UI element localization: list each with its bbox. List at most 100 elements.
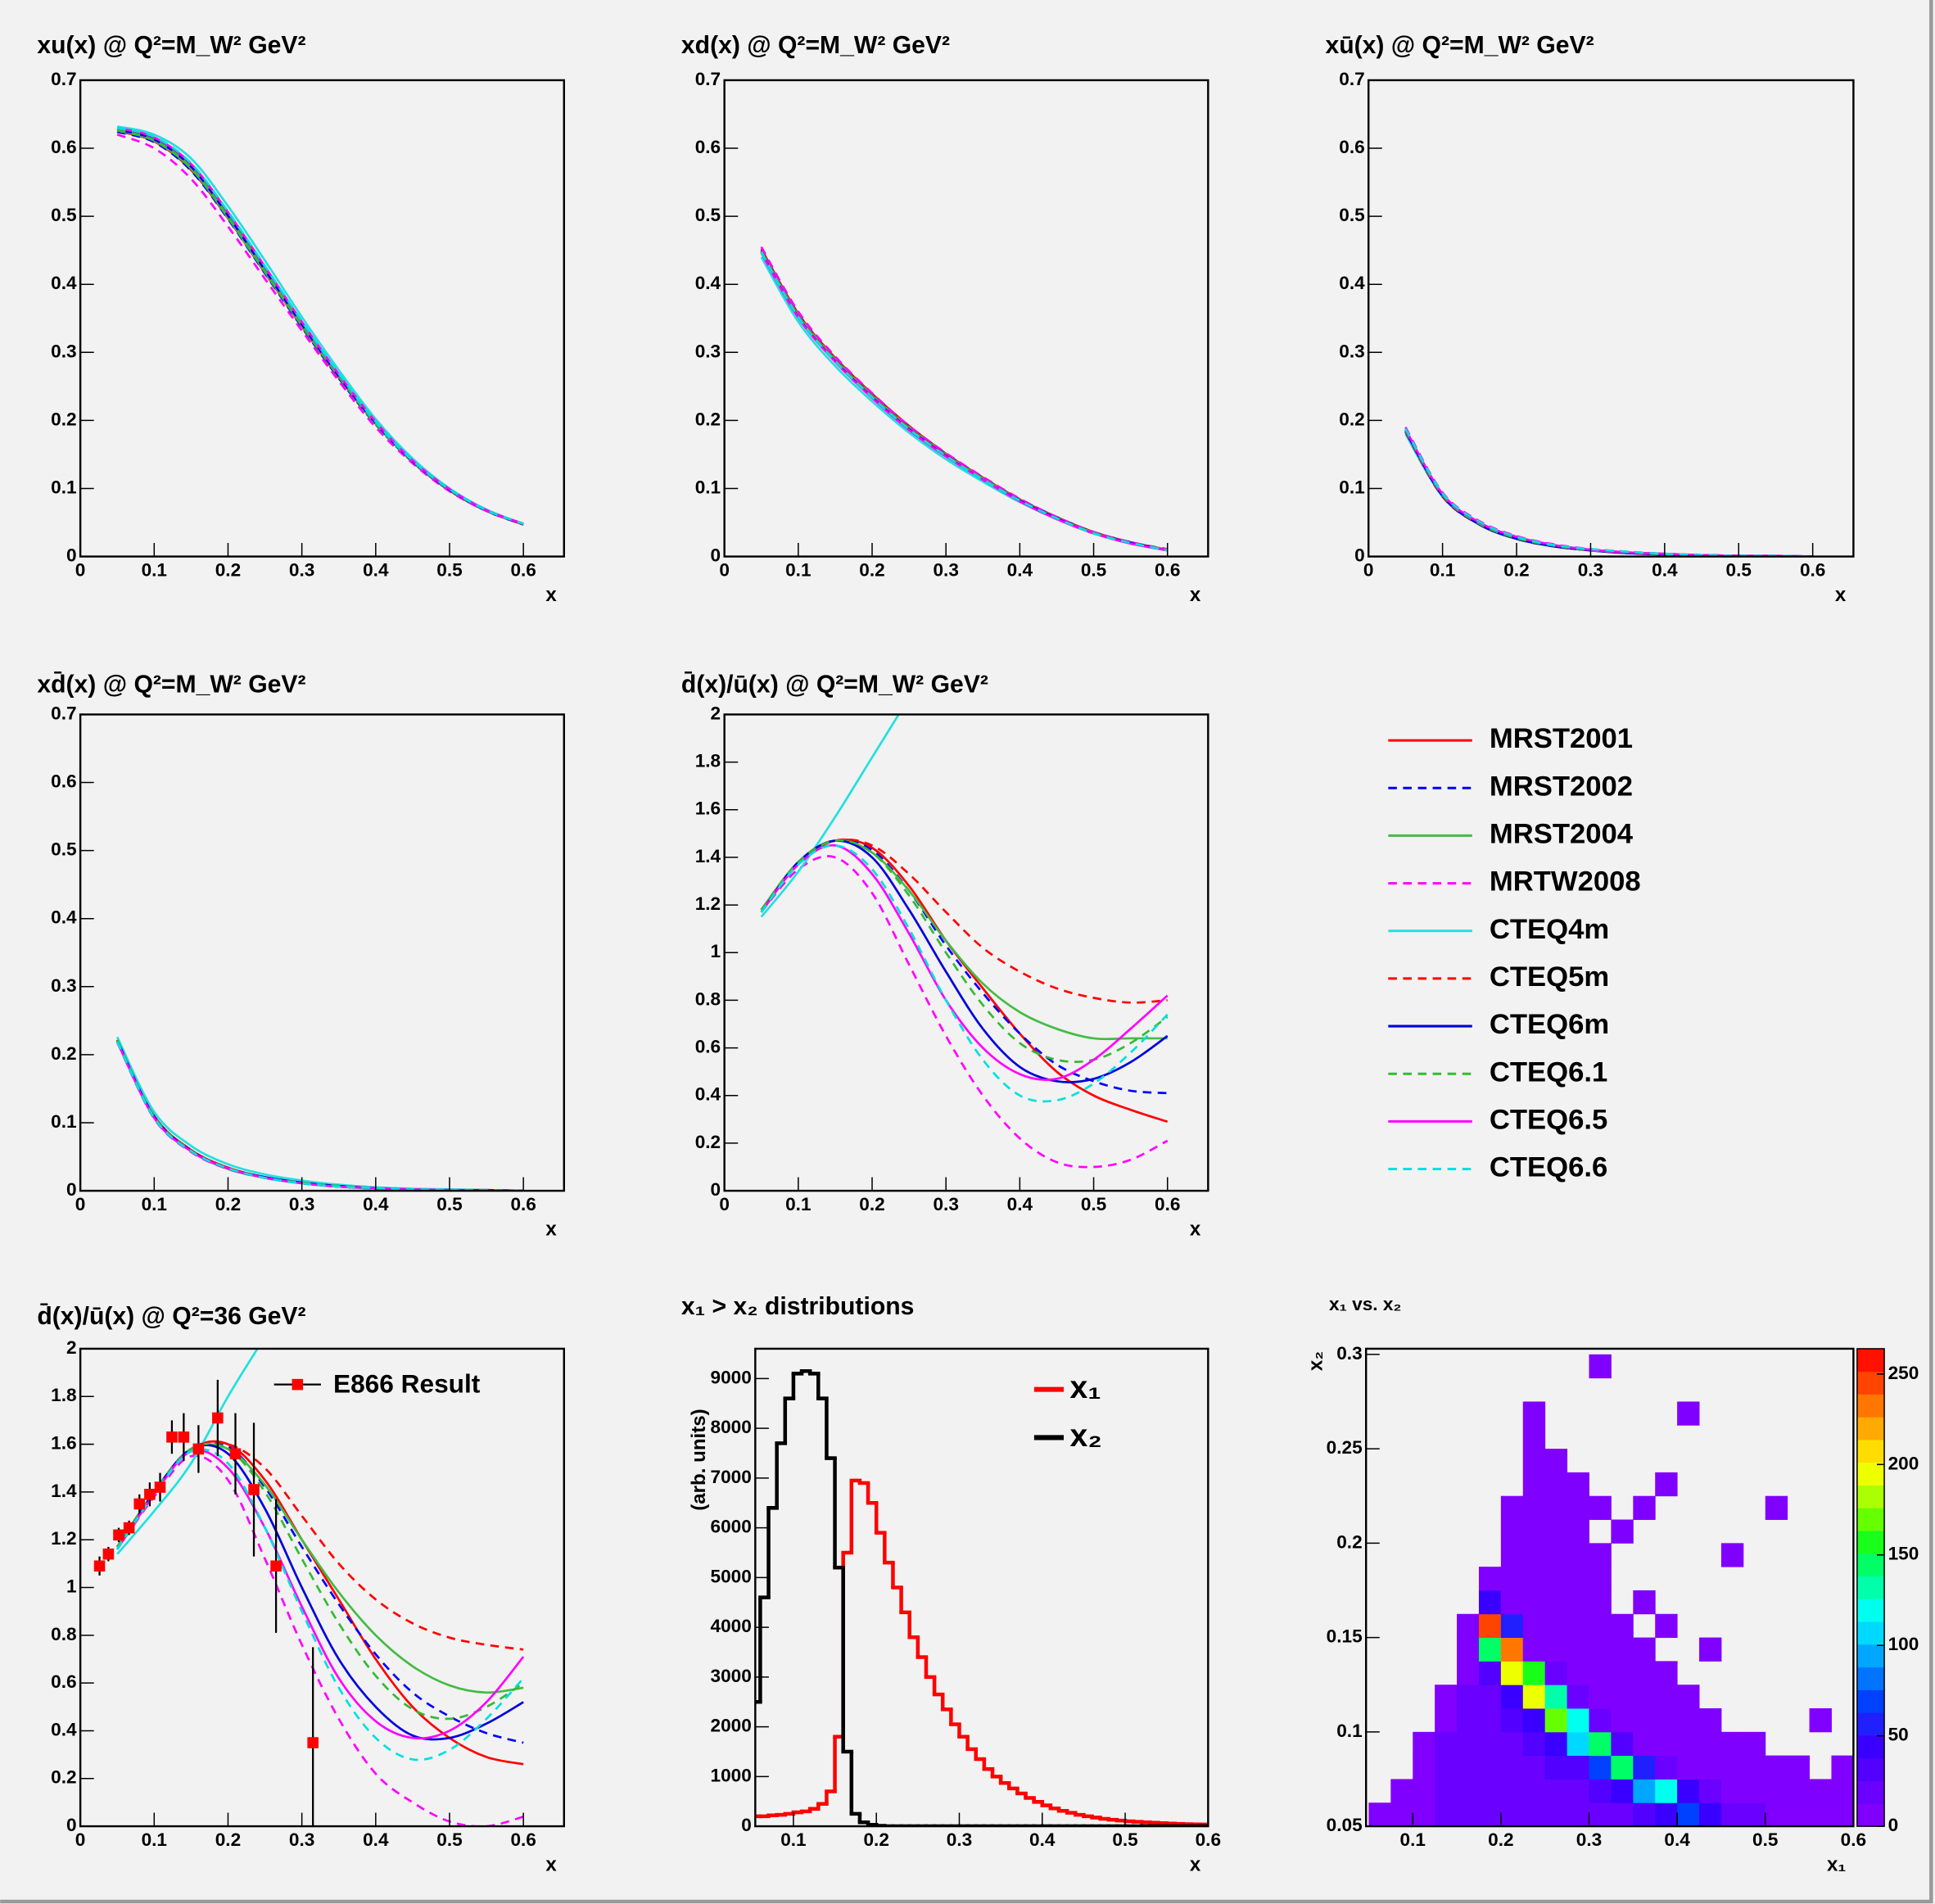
x-tick-label: 0.6: [1800, 560, 1825, 581]
series-line: [116, 1442, 524, 1721]
x-tick-label: 0: [1363, 560, 1374, 581]
x-tick-label: 0.6: [1155, 560, 1180, 581]
heatmap-cell: [1765, 1779, 1788, 1803]
y-tick-label: 0: [66, 1179, 77, 1200]
heatmap-cell: [1500, 1731, 1524, 1757]
heatmap-cell: [1522, 1495, 1546, 1520]
heatmap-cell: [1720, 1543, 1744, 1567]
y-tick-label: 1.2: [51, 1528, 76, 1549]
heatmap-cell: [1478, 1590, 1502, 1615]
x-tick-label: 0.5: [436, 1829, 462, 1850]
heatmap-cell: [1633, 1779, 1656, 1803]
x-tick-label: 0.5: [436, 1194, 462, 1214]
heatmap-cell: [1544, 1685, 1568, 1709]
series-line: [760, 855, 1169, 1169]
y-tick-label: 1.2: [695, 893, 721, 914]
heatmap-cell: [1478, 1567, 1502, 1591]
y-tick-label: 9000: [711, 1367, 752, 1387]
colorbar-cell: [1856, 1667, 1885, 1690]
heatmap-cell: [1831, 1755, 1854, 1780]
colorbar-cell: [1856, 1508, 1885, 1531]
legend-label: CTEQ6.6: [1490, 1152, 1607, 1183]
heatmap-cell: [1522, 1731, 1546, 1757]
heatmap-cell: [1589, 1802, 1612, 1827]
heatmap-cell: [1544, 1495, 1568, 1520]
data-point: [270, 1560, 282, 1572]
heatmap-cell: [1567, 1543, 1589, 1567]
heatmap-cell: [1500, 1661, 1524, 1685]
heatmap-cell: [1809, 1779, 1832, 1803]
x-tick-label: 0.6: [1841, 1829, 1866, 1850]
heatmap-cell: [1567, 1613, 1589, 1639]
x-tick-label: 0.2: [863, 1829, 888, 1850]
x-tick-label: 0.5: [1726, 560, 1752, 581]
x-tick-label: 0: [719, 560, 730, 581]
heatmap-cell: [1611, 1685, 1634, 1709]
colorbar-tick-label: 200: [1888, 1453, 1919, 1473]
heatmap-cell: [1611, 1613, 1634, 1639]
heatmap-cell: [1677, 1708, 1700, 1733]
heatmap-cell: [1500, 1519, 1524, 1544]
heatmap-cell: [1677, 1802, 1700, 1827]
y-tick-label: 0.2: [51, 1043, 76, 1064]
heatmap-cell: [1478, 1779, 1502, 1803]
y-tick-label: 7000: [711, 1467, 752, 1487]
heatmap-cell: [1633, 1590, 1656, 1615]
y-tick-label: 0.2: [1336, 1531, 1362, 1552]
heatmap-cell: [1633, 1661, 1656, 1685]
heatmap-cell: [1478, 1661, 1502, 1685]
x-axis-label: x: [1835, 584, 1847, 606]
heatmap-cell: [1743, 1755, 1766, 1780]
x-tick-label: 0.4: [1029, 1829, 1056, 1850]
y-tick-label: 0.1: [1339, 477, 1364, 497]
y-tick-label: 1.8: [695, 751, 721, 771]
heatmap-cell: [1457, 1661, 1480, 1685]
x-tick-label: 0.6: [1196, 1829, 1221, 1850]
y-tick-label: 0.4: [51, 1719, 77, 1739]
step-riser: [766, 1480, 1202, 1825]
heatmap-cell: [1633, 1495, 1656, 1520]
x-tick-label: 0.6: [1155, 1194, 1180, 1214]
heatmap-cell: [1589, 1755, 1612, 1780]
heatmap-cell: [1589, 1543, 1612, 1567]
plot-frame: [1364, 1347, 1855, 1828]
y-tick-label: 0.7: [695, 69, 721, 89]
heatmap-cell: [1500, 1613, 1524, 1639]
heatmap-cell: [1544, 1802, 1568, 1827]
y-tick-label: 0.05: [1327, 1815, 1363, 1835]
x-tick-label: 0.1: [785, 1194, 811, 1214]
y-axis-label: (arb. units): [688, 1409, 710, 1510]
heatmap-cell: [1457, 1708, 1480, 1733]
heatmap-cell: [1720, 1802, 1744, 1827]
x-tick-label: 0.3: [289, 1194, 314, 1214]
heatmap-cell: [1831, 1779, 1854, 1803]
heatmap-cell: [1435, 1708, 1458, 1733]
y-tick-label: 0.1: [51, 1111, 76, 1132]
plot-area: [760, 714, 1169, 1169]
x-tick-label: 0.4: [1007, 560, 1033, 581]
chart-title: d̄(x)/ū(x) @ Q²=36 GeV²: [37, 1303, 305, 1330]
x-tick-label: 0.1: [1430, 560, 1455, 581]
chart-title: xū(x) @ Q²=M_W² GeV²: [1325, 32, 1594, 59]
y-tick-label: 1.4: [695, 846, 721, 866]
heatmap-cell: [1699, 1731, 1722, 1757]
y-tick-label: 0.6: [51, 1671, 76, 1692]
series-line: [760, 714, 901, 918]
x-tick-label: 0.3: [947, 1829, 972, 1850]
heatmap-cell: [1655, 1661, 1678, 1685]
y-tick-label: 0.7: [51, 703, 76, 723]
plot-frame: [723, 79, 1209, 558]
y-tick-label: 0.3: [51, 975, 76, 996]
heatmap-cell: [1567, 1661, 1589, 1685]
heatmap-cell: [1567, 1755, 1589, 1780]
colorbar-cell: [1856, 1689, 1885, 1713]
heatmap-cell: [1567, 1802, 1589, 1827]
heatmap-cell: [1633, 1802, 1656, 1827]
x-tick-label: 0.6: [510, 560, 536, 581]
colorbar-cell: [1856, 1576, 1885, 1599]
heatmap-cell: [1611, 1755, 1634, 1780]
heatmap-cell: [1522, 1685, 1546, 1709]
heatmap-cell: [1699, 1802, 1722, 1827]
